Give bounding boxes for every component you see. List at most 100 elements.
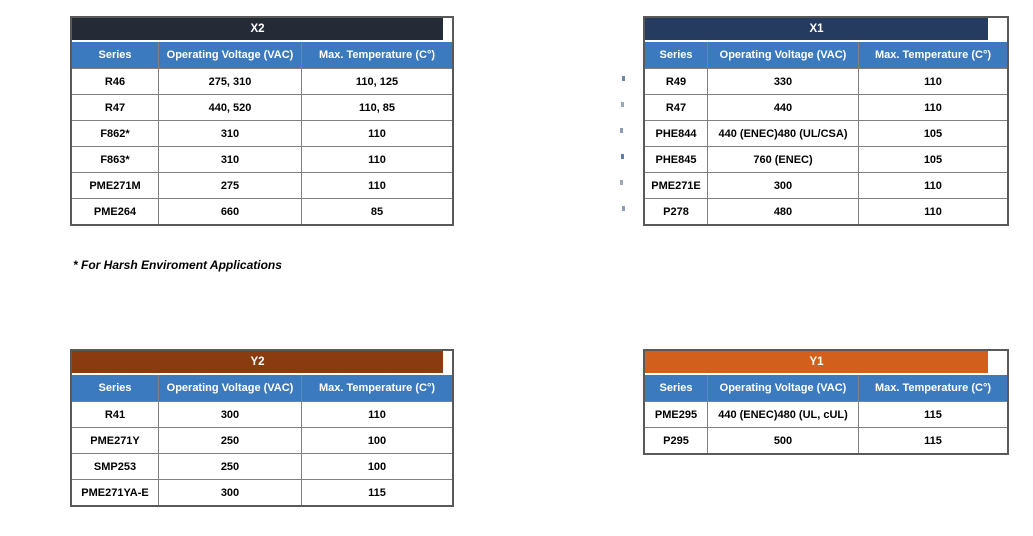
series-cell: PHE845	[645, 147, 708, 172]
series-cell: SMP253	[72, 454, 159, 479]
temperature-cell: 110	[924, 101, 942, 114]
table-x1-header-row: Series Operating Voltage (VAC) Max. Temp…	[645, 42, 1007, 68]
table-row: F863* 310 110	[72, 146, 452, 172]
temperature-cell: 110	[368, 408, 386, 421]
series-cell: R47	[72, 95, 159, 120]
series-cell: PME271M	[72, 173, 159, 198]
table-y1-title: Y1	[645, 351, 988, 375]
table-row: PHE844 440 (ENEC)480 (UL/CSA) 105	[645, 120, 1007, 146]
series-cell: PME295	[645, 402, 708, 427]
series-cell: R49	[645, 69, 708, 94]
column-header-series: Series	[72, 42, 159, 68]
table-x2-title: X2	[72, 18, 443, 42]
temperature-cell: 110	[924, 75, 942, 88]
voltage-cell: 310	[159, 147, 302, 172]
clipped-content-artifact	[622, 206, 625, 211]
clipped-content-artifact	[621, 102, 624, 107]
table-y2-header-row: Series Operating Voltage (VAC) Max. Temp…	[72, 375, 452, 401]
series-cell: R47	[645, 95, 708, 120]
temperature-cell: 110	[368, 153, 386, 166]
table-row: PHE845 760 (ENEC) 105	[645, 146, 1007, 172]
voltage-cell: 440	[708, 95, 859, 120]
column-header-voltage: Operating Voltage (VAC)	[708, 375, 859, 401]
table-x1-title: X1	[645, 18, 988, 42]
column-header-temperature: Max. Temperature (C°)	[302, 375, 452, 401]
table-row: R47 440 110	[645, 94, 1007, 120]
temperature-cell: 110, 85	[358, 101, 396, 114]
table-y1: Y1 Series Operating Voltage (VAC) Max. T…	[643, 349, 1009, 455]
voltage-cell: 440 (ENEC)480 (UL, cUL)	[708, 402, 859, 427]
column-header-voltage: Operating Voltage (VAC)	[159, 42, 302, 68]
column-header-temperature: Max. Temperature (C°)	[859, 375, 1007, 401]
temperature-cell: 115	[924, 434, 942, 447]
voltage-cell: 250	[159, 428, 302, 453]
temperature-cell: 110	[924, 205, 942, 218]
table-y2: Y2 Series Operating Voltage (VAC) Max. T…	[70, 349, 454, 507]
series-cell: R46	[72, 69, 159, 94]
series-cell: F862*	[72, 121, 159, 146]
table-x2: X2 Series Operating Voltage (VAC) Max. T…	[70, 16, 454, 226]
table-row: R41 300 110	[72, 401, 452, 427]
temperature-cell: 110	[368, 127, 386, 140]
table-row: PME271E 300 110	[645, 172, 1007, 198]
table-x1: X1 Series Operating Voltage (VAC) Max. T…	[643, 16, 1009, 226]
series-cell: R41	[72, 402, 159, 427]
voltage-cell: 275, 310	[159, 69, 302, 94]
table-row: PME271Y 250 100	[72, 427, 452, 453]
clipped-content-artifact	[620, 180, 623, 185]
series-cell: P278	[645, 199, 708, 224]
series-cell: PME264	[72, 199, 159, 224]
voltage-cell: 310	[159, 121, 302, 146]
table-y2-title: Y2	[72, 351, 443, 375]
table-row: R49 330 110	[645, 68, 1007, 94]
temperature-cell: 100	[367, 460, 387, 473]
table-row: P295 500 115	[645, 427, 1007, 453]
series-cell: PME271Y	[72, 428, 159, 453]
table-y1-header-row: Series Operating Voltage (VAC) Max. Temp…	[645, 375, 1007, 401]
column-header-temperature: Max. Temperature (C°)	[859, 42, 1007, 68]
table-row: F862* 310 110	[72, 120, 452, 146]
column-header-series: Series	[72, 375, 159, 401]
table-row: R46 275, 310 110, 125	[72, 68, 452, 94]
voltage-cell: 440, 520	[159, 95, 302, 120]
temperature-cell: 115	[924, 408, 942, 421]
temperature-cell: 105	[923, 153, 943, 166]
column-header-voltage: Operating Voltage (VAC)	[159, 375, 302, 401]
voltage-cell: 480	[708, 199, 859, 224]
voltage-cell: 500	[708, 428, 859, 453]
temperature-cell: 115	[368, 486, 386, 499]
clipped-content-artifact	[622, 76, 625, 81]
voltage-cell: 300	[159, 480, 302, 505]
table-row: PME295 440 (ENEC)480 (UL, cUL) 115	[645, 401, 1007, 427]
voltage-cell: 300	[708, 173, 859, 198]
temperature-cell: 85	[370, 205, 384, 218]
table-row: SMP253 250 100	[72, 453, 452, 479]
table-x2-header-row: Series Operating Voltage (VAC) Max. Temp…	[72, 42, 452, 68]
clipped-content-artifact	[621, 154, 624, 159]
series-cell: PME271E	[645, 173, 708, 198]
series-cell: PHE844	[645, 121, 708, 146]
column-header-voltage: Operating Voltage (VAC)	[708, 42, 859, 68]
voltage-cell: 275	[159, 173, 302, 198]
series-cell: PME271YA-E	[72, 480, 159, 505]
voltage-cell: 330	[708, 69, 859, 94]
harsh-environment-footnote: * For Harsh Enviroment Applications	[73, 258, 282, 272]
temperature-cell: 100	[367, 434, 387, 447]
column-header-series: Series	[645, 42, 708, 68]
table-row: P278 480 110	[645, 198, 1007, 224]
column-header-temperature: Max. Temperature (C°)	[302, 42, 452, 68]
table-row: PME271YA-E 300 115	[72, 479, 452, 505]
temperature-cell: 110, 125	[355, 75, 399, 88]
voltage-cell: 250	[159, 454, 302, 479]
column-header-series: Series	[645, 375, 708, 401]
series-cell: P295	[645, 428, 708, 453]
voltage-cell: 300	[159, 402, 302, 427]
temperature-cell: 105	[923, 127, 943, 140]
table-row: PME271M 275 110	[72, 172, 452, 198]
voltage-cell: 660	[159, 199, 302, 224]
table-row: R47 440, 520 110, 85	[72, 94, 452, 120]
temperature-cell: 110	[368, 179, 386, 192]
table-row: PME264 660 85	[72, 198, 452, 224]
clipped-content-artifact	[620, 128, 623, 133]
